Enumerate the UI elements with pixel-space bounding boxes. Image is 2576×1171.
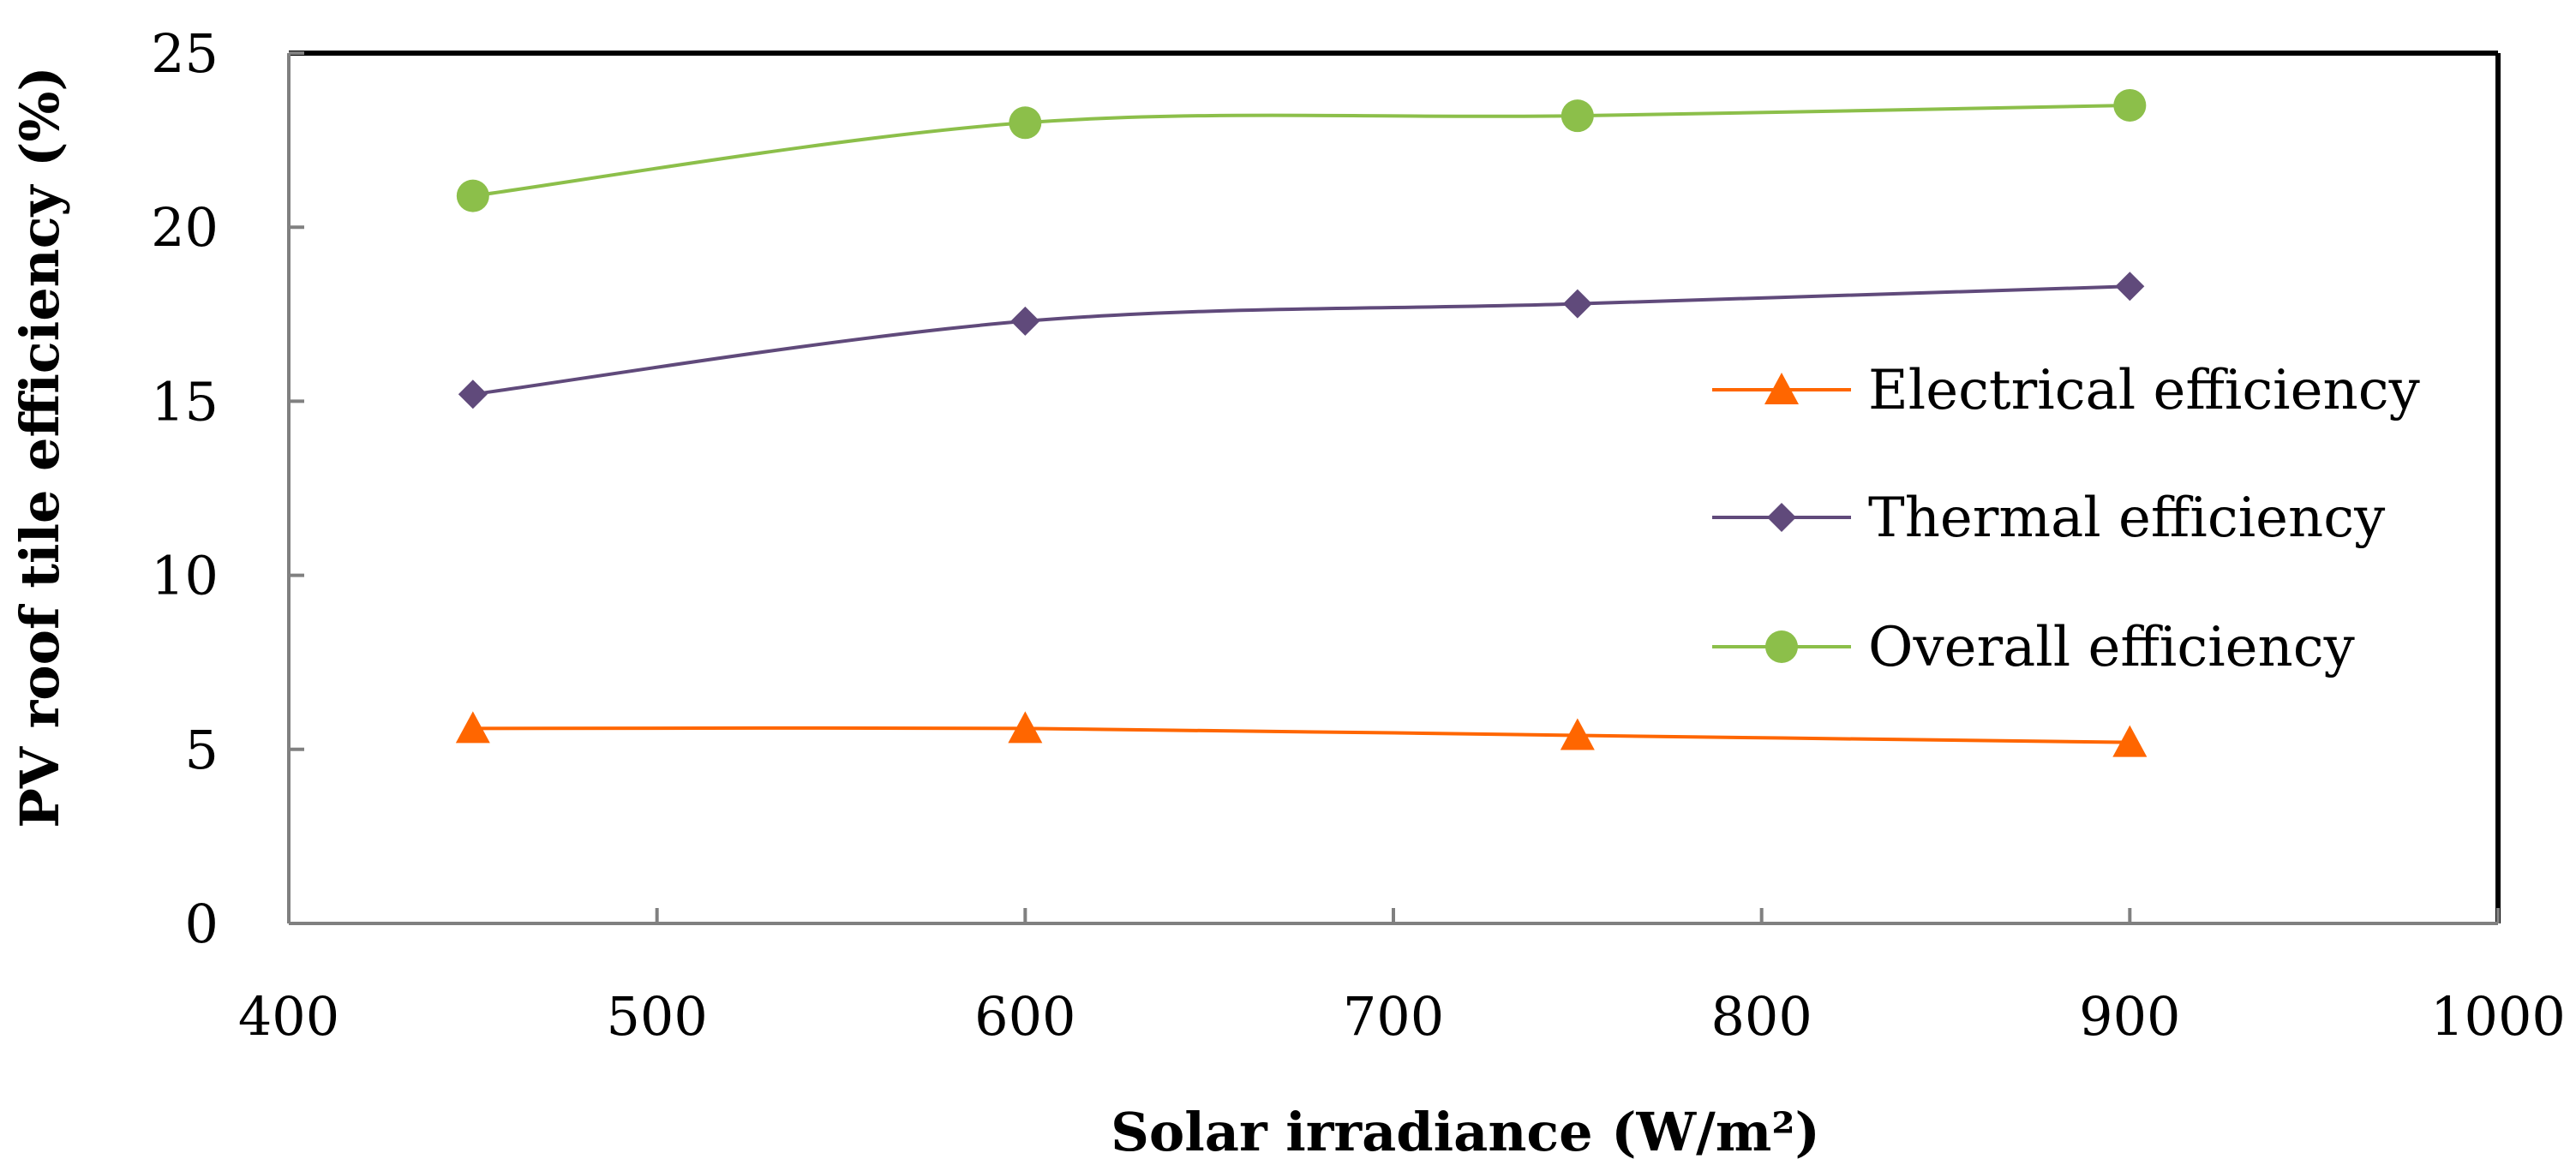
labels: Solar irradiance (W/m²) PV roof tile eff…: [9, 66, 1820, 1163]
y-tick-label: 5: [185, 719, 219, 781]
series-line: [472, 726, 2130, 744]
data-point: [1009, 106, 1042, 140]
series-layer: [455, 88, 2148, 757]
data-point: [455, 711, 490, 744]
x-tick-label: 700: [1343, 985, 1444, 1048]
x-tick-label: 800: [1710, 985, 1812, 1048]
series-electrical-efficiency: [455, 711, 2148, 757]
data-point: [2112, 725, 2148, 757]
data-point: [2115, 272, 2145, 302]
legend-item: Overall efficiency: [1712, 616, 2355, 679]
legend-marker: [1765, 630, 1798, 663]
data-point: [458, 379, 488, 409]
legend: Electrical efficiency Thermal efficiency O…: [1712, 359, 2420, 679]
legend-item: Thermal efficiency: [1712, 487, 2385, 550]
data-point: [1560, 718, 1595, 750]
data-point: [2113, 88, 2147, 122]
series-line: [472, 103, 2130, 198]
legend-label: Electrical efficiency: [1868, 359, 2420, 422]
y-tick-label: 0: [185, 893, 219, 955]
y-tick-label: 25: [151, 22, 219, 85]
series-thermal-efficiency: [458, 272, 2145, 409]
data-point: [1561, 99, 1594, 133]
axes: 400 500 600 700 800 900 1000 0 5 10 15 20 25: [151, 22, 2566, 1048]
y-tick-label: 10: [151, 545, 219, 607]
data-point: [456, 179, 489, 212]
legend-label: Thermal efficiency: [1868, 487, 2385, 550]
x-tick-label: 900: [2079, 985, 2180, 1048]
legend-marker: [1764, 373, 1799, 404]
y-tick-label: 15: [151, 370, 219, 433]
y-axis-title: PV roof tile efficiency (%): [9, 66, 71, 827]
series-overall-efficiency: [456, 88, 2147, 212]
legend-item: Electrical efficiency: [1712, 359, 2420, 422]
series-line: [472, 284, 2130, 397]
y-tick-label: 20: [151, 196, 219, 259]
legend-marker: [1767, 503, 1796, 532]
data-point: [1010, 306, 1040, 336]
x-tick-label: 1000: [2430, 985, 2566, 1048]
plot-area: [289, 51, 2501, 923]
x-tick-label: 400: [238, 985, 339, 1048]
x-tick-label: 600: [974, 985, 1075, 1048]
data-point: [1008, 711, 1043, 744]
data-point: [1562, 289, 1592, 319]
legend-label: Overall efficiency: [1868, 616, 2355, 679]
x-tick-label: 500: [606, 985, 707, 1048]
x-axis-title: Solar irradiance (W/m²): [1111, 1101, 1820, 1163]
